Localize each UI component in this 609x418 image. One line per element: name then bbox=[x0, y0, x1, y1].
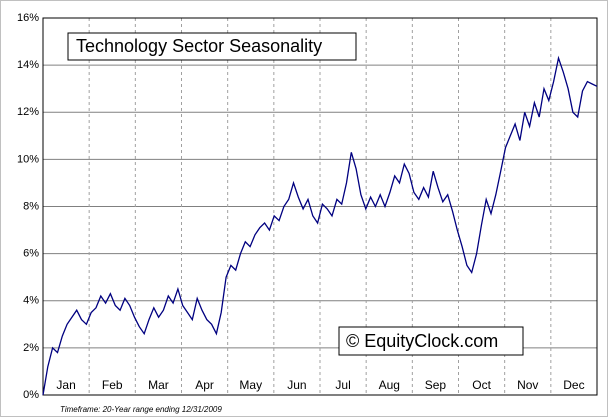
x-tick-label: Jan bbox=[56, 378, 75, 392]
y-tick-label: 8% bbox=[23, 200, 39, 212]
x-tick-label: May bbox=[239, 378, 262, 392]
x-tick-label: Mar bbox=[148, 378, 169, 392]
footnote: Timeframe: 20-Year range ending 12/31/20… bbox=[60, 405, 222, 414]
x-tick-label: Nov bbox=[517, 378, 538, 392]
y-tick-label: 14% bbox=[17, 59, 39, 71]
x-tick-label: Jun bbox=[287, 378, 306, 392]
y-tick-label: 0% bbox=[23, 389, 39, 401]
x-tick-label: Oct bbox=[472, 378, 491, 392]
x-tick-label: Jul bbox=[335, 378, 350, 392]
y-tick-label: 16% bbox=[17, 12, 39, 24]
y-tick-label: 4% bbox=[23, 295, 39, 307]
title-box bbox=[67, 32, 357, 61]
x-tick-label: Feb bbox=[102, 378, 123, 392]
y-tick-label: 6% bbox=[23, 248, 39, 260]
x-tick-label: Aug bbox=[379, 378, 400, 392]
watermark-box bbox=[338, 326, 524, 356]
y-tick-label: 12% bbox=[17, 106, 39, 118]
x-tick-label: Sep bbox=[425, 378, 447, 392]
series-line bbox=[42, 55, 598, 396]
chart-title: Technology Sector Seasonality bbox=[76, 36, 322, 56]
plot bbox=[42, 55, 598, 396]
y-tick-label: 2% bbox=[23, 342, 39, 354]
plot-border bbox=[42, 17, 598, 396]
y-tick-label: 10% bbox=[17, 153, 39, 165]
watermark: © EquityClock.com bbox=[346, 331, 498, 351]
x-tick-label: Dec bbox=[563, 378, 584, 392]
x-tick-label: Apr bbox=[195, 378, 214, 392]
